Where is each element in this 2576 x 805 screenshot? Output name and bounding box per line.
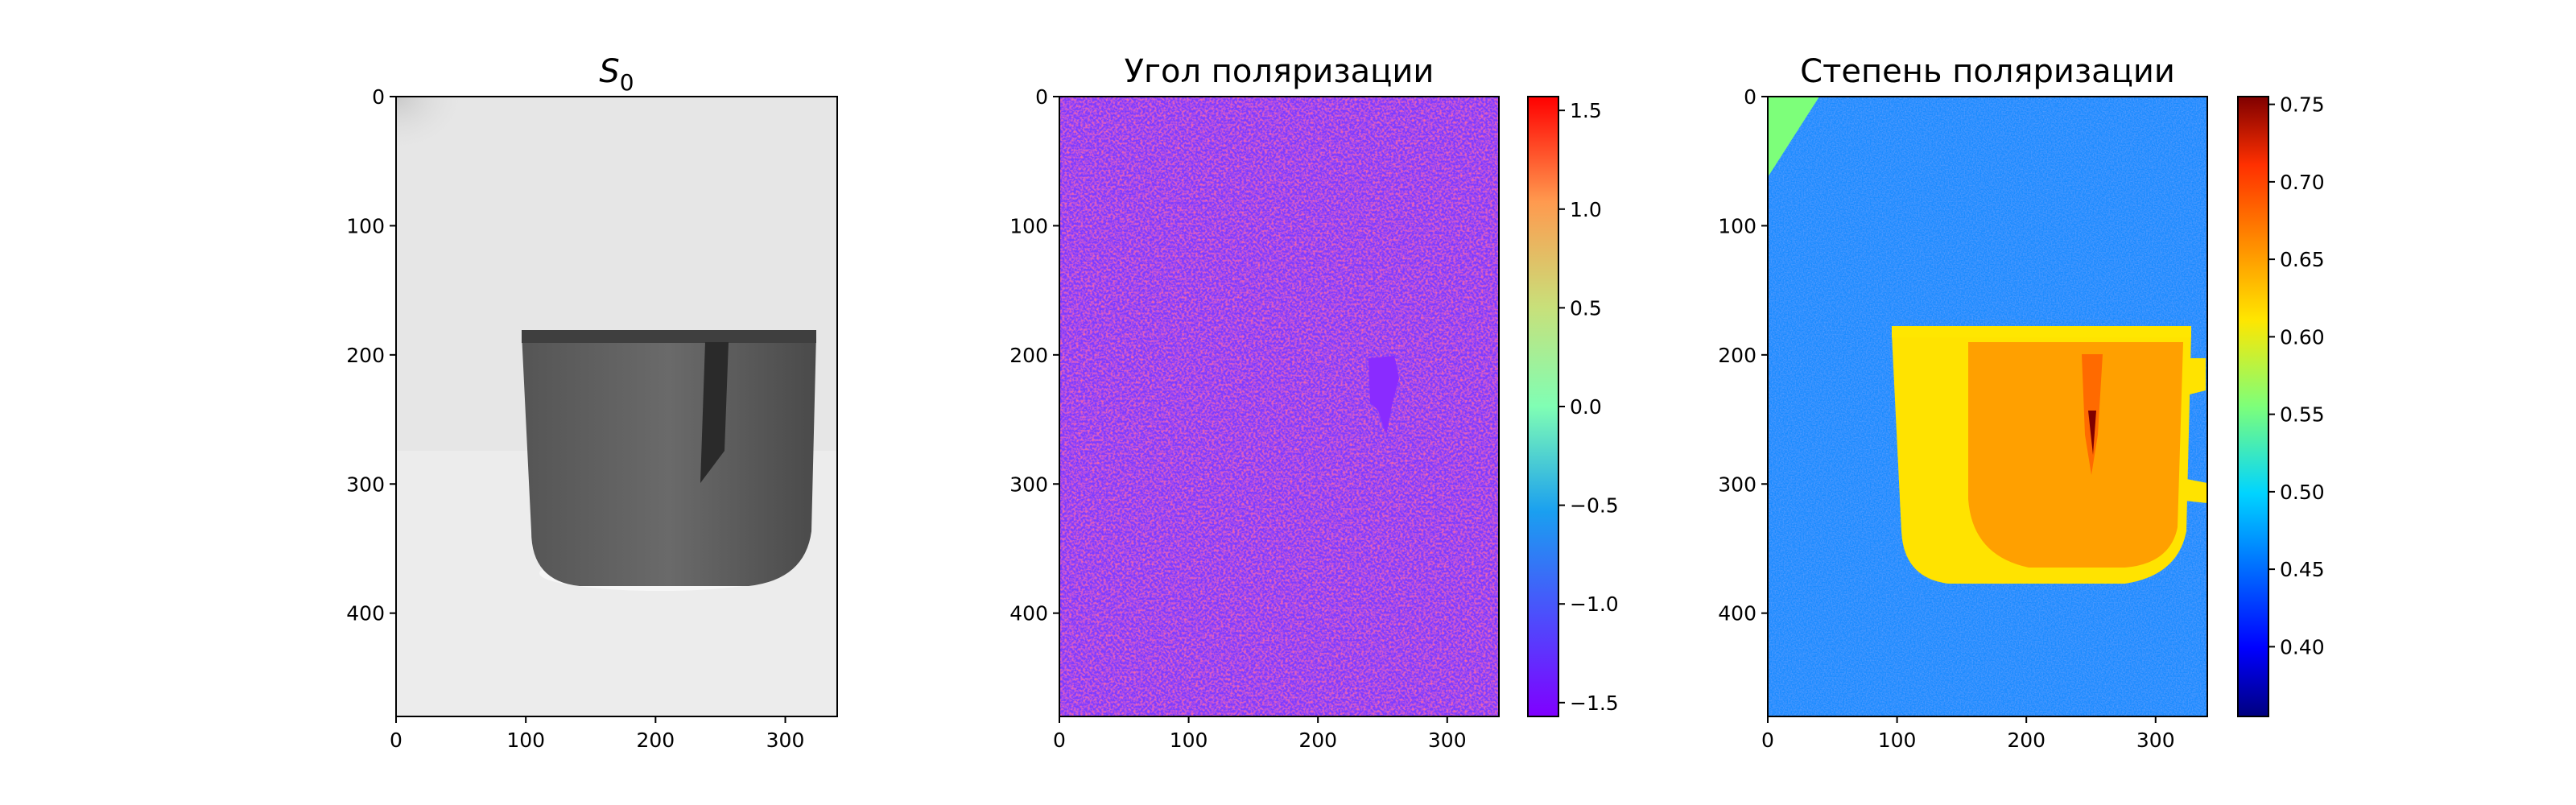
colorbar-tick-label: 0.75 (2280, 93, 2325, 117)
x-tick-label: 100 (1878, 729, 1917, 752)
image-uniform-patch (1368, 356, 1399, 435)
colorbar-tick-label: 0.70 (2280, 171, 2325, 194)
colorbar-tick-label: 0.50 (2280, 481, 2325, 504)
image-corner-shade (396, 97, 477, 161)
colorbar-tick-label: 0.60 (2280, 325, 2325, 349)
y-tick-label: 300 (1718, 473, 1757, 496)
y-axis-ticks: 0 100 200 300 400 (346, 85, 396, 625)
colorbar-tick-label: 0.45 (2280, 558, 2325, 581)
y-tick-label: 100 (1009, 214, 1048, 237)
cup-rim (522, 330, 816, 343)
x-tick-label: 100 (506, 729, 545, 752)
colorbar-tick-label: 1.0 (1570, 198, 1602, 221)
panel-title-angle: Угол поляризации (1125, 53, 1435, 90)
panel-title-s0: S0 (599, 53, 634, 96)
cup-dark-streak (700, 342, 729, 483)
y-tick-label: 400 (346, 602, 385, 625)
x-tick-label: 200 (636, 729, 675, 752)
axes-frame (395, 96, 838, 717)
x-tick-label: 300 (1428, 729, 1467, 752)
colorbar-ticks: 0.75 0.70 0.65 0.60 0.55 0.50 0.45 0.40 (2268, 93, 2325, 658)
x-tick-label: 300 (2136, 729, 2175, 752)
colorbar-tick-label: 0.65 (2280, 248, 2325, 271)
y-tick-label: 400 (1718, 602, 1757, 625)
colorbar-tick-label: 1.5 (1570, 99, 1602, 122)
y-tick-label: 200 (1718, 344, 1757, 367)
cup-handle-top (2190, 358, 2206, 394)
panel-title-degree: Степень поляризации (1800, 53, 2175, 90)
x-tick-label: 100 (1170, 729, 1208, 752)
colorbar-ticks: 1.5 1.0 0.5 0.0 −0.5 −1.0 −1.5 (1558, 99, 1619, 715)
x-tick-label: 0 (1053, 729, 1066, 752)
y-tick-label: 100 (346, 214, 385, 237)
y-tick-label: 0 (1744, 85, 1757, 109)
cup-rim (1892, 326, 2191, 337)
x-axis-ticks: 0 100 200 300 (1053, 716, 1467, 752)
cup-streak-core (2088, 411, 2096, 455)
y-tick-label: 0 (372, 85, 385, 109)
colorbar-tick-label: −1.5 (1570, 691, 1619, 715)
axes-frame (1059, 96, 1500, 717)
axes-frame (1767, 96, 2208, 717)
x-tick-label: 0 (1761, 729, 1774, 752)
colorbar-angle (1527, 96, 1559, 717)
y-axis-ticks: 0 100 200 300 400 (1718, 85, 1768, 625)
y-axis-ticks: 0 100 200 300 400 (1009, 85, 1059, 625)
y-tick-label: 300 (346, 473, 385, 496)
image-noise (1059, 97, 1499, 716)
x-axis-ticks: 0 100 200 300 (390, 716, 804, 752)
y-tick-label: 300 (1009, 473, 1048, 496)
cup-interior (1968, 342, 2183, 568)
y-tick-label: 100 (1718, 214, 1757, 237)
y-tick-label: 200 (1009, 344, 1048, 367)
cup-body (522, 333, 816, 586)
colorbar-tick-label: 0.0 (1570, 395, 1602, 419)
colorbar-degree (2237, 96, 2269, 717)
y-tick-label: 400 (1009, 602, 1048, 625)
panel-polarization-angle: Угол поляризации 0 100 200 300 0 100 200 300 40… (1009, 53, 1618, 752)
image-corner-region (1768, 97, 1819, 177)
colorbar-tick-label: −0.5 (1570, 494, 1619, 518)
panel-s0: S0 0 100 200 300 0 100 200 300 400 (346, 53, 838, 752)
colorbar-tick-label: 0.55 (2280, 403, 2325, 427)
x-axis-ticks: 0 100 200 300 (1761, 716, 2175, 752)
x-tick-label: 0 (390, 729, 402, 752)
x-tick-label: 200 (1298, 729, 1337, 752)
colorbar-tick-label: −1.0 (1570, 592, 1619, 616)
panel-polarization-degree: Степень поляризации 0 100 200 300 0 100 200 30… (1718, 53, 2324, 752)
colorbar-tick-label: 0.5 (1570, 296, 1602, 320)
y-tick-label: 200 (346, 344, 385, 367)
colorbar-tick-label: 0.40 (2280, 635, 2325, 658)
y-tick-label: 0 (1035, 85, 1048, 109)
x-tick-label: 300 (766, 729, 805, 752)
x-tick-label: 200 (2007, 729, 2046, 752)
cup-handle-bottom (2185, 479, 2207, 503)
